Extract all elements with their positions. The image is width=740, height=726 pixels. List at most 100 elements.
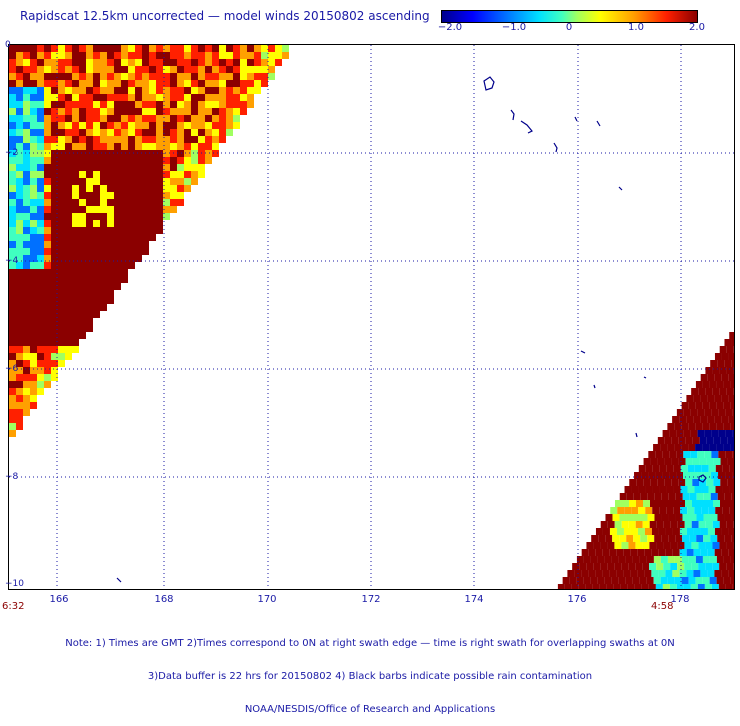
wind-pixel <box>726 388 733 395</box>
wind-pixel <box>610 528 617 535</box>
wind-pixel <box>121 276 128 283</box>
wind-pixel <box>86 171 93 178</box>
wind-pixel <box>93 136 100 143</box>
wind-pixel <box>16 304 23 311</box>
wind-pixel <box>107 171 114 178</box>
wind-pixel <box>72 171 79 178</box>
wind-pixel <box>65 339 72 346</box>
wind-pixel <box>727 479 734 486</box>
wind-pixel <box>629 500 636 507</box>
wind-pixel <box>662 493 669 500</box>
wind-pixel <box>58 143 65 150</box>
wind-pixel <box>9 73 16 80</box>
wind-pixel <box>170 178 177 185</box>
wind-pixel <box>23 325 30 332</box>
wind-pixel <box>212 101 219 108</box>
wind-pixel <box>44 178 51 185</box>
wind-pixel <box>58 206 65 213</box>
wind-pixel <box>16 192 23 199</box>
wind-pixel <box>240 101 247 108</box>
wind-pixel <box>86 94 93 101</box>
wind-pixel <box>121 206 128 213</box>
wind-pixel <box>23 304 30 311</box>
wind-pixel <box>713 521 720 528</box>
wind-pixel <box>93 290 100 297</box>
wind-pixel <box>712 430 719 437</box>
wind-pixel <box>628 563 635 570</box>
wind-pixel <box>114 59 121 66</box>
wind-pixel <box>644 570 651 577</box>
wind-pixel <box>673 549 680 556</box>
wind-pixel <box>58 220 65 227</box>
wind-pixel <box>86 325 93 332</box>
wind-pixel <box>79 297 86 304</box>
wind-pixel <box>58 178 65 185</box>
wind-pixel <box>107 199 114 206</box>
wind-pixel <box>212 52 219 59</box>
wind-pixel <box>697 493 704 500</box>
wind-pixel <box>645 528 652 535</box>
wind-pixel <box>58 332 65 339</box>
wind-pixel <box>732 472 734 479</box>
wind-pixel <box>30 311 37 318</box>
wind-pixel <box>107 122 114 129</box>
wind-pixel <box>44 164 51 171</box>
wind-pixel <box>664 500 671 507</box>
wind-pixel <box>698 542 705 549</box>
wind-pixel <box>212 122 219 129</box>
wind-pixel <box>100 101 107 108</box>
wind-pixel <box>93 304 100 311</box>
map-panel[interactable] <box>8 44 735 590</box>
wind-pixel <box>58 227 65 234</box>
wind-pixel <box>690 451 697 458</box>
wind-pixel <box>100 178 107 185</box>
wind-pixel <box>142 59 149 66</box>
wind-pixel <box>656 542 663 549</box>
wind-pixel <box>687 528 694 535</box>
wind-pixel <box>646 465 653 472</box>
wind-pixel <box>619 577 626 584</box>
wind-pixel <box>44 136 51 143</box>
wind-pixel <box>149 199 156 206</box>
wind-pixel <box>65 234 72 241</box>
wind-pixel <box>9 325 16 332</box>
wind-pixel <box>65 227 72 234</box>
wind-pixel <box>114 101 121 108</box>
wind-pixel <box>135 220 142 227</box>
wind-pixel <box>177 185 184 192</box>
wind-pixel <box>142 241 149 248</box>
wind-pixel <box>30 66 37 73</box>
wind-pixel <box>37 108 44 115</box>
map-canvas[interactable] <box>9 45 734 589</box>
wind-pixel <box>9 234 16 241</box>
wind-pixel <box>23 87 30 94</box>
wind-pixel <box>79 192 86 199</box>
wind-pixel <box>65 101 72 108</box>
wind-pixel <box>729 549 734 556</box>
wind-pixel <box>86 192 93 199</box>
wind-pixel <box>170 101 177 108</box>
wind-pixel <box>44 206 51 213</box>
wind-pixel <box>44 374 51 381</box>
wind-pixel <box>184 164 191 171</box>
wind-pixel <box>44 283 51 290</box>
wind-pixel <box>731 556 734 563</box>
wind-pixel <box>191 171 198 178</box>
wind-pixel <box>649 563 656 570</box>
wind-pixel <box>72 94 79 101</box>
wind-pixel <box>86 213 93 220</box>
wind-pixel <box>607 542 614 549</box>
wind-pixel <box>72 304 79 311</box>
wind-pixel <box>198 52 205 59</box>
wind-pixel <box>23 213 30 220</box>
wind-pixel <box>634 493 641 500</box>
wind-pixel <box>9 213 16 220</box>
wind-pixel <box>247 80 254 87</box>
wind-pixel <box>121 192 128 199</box>
wind-pixel <box>156 192 163 199</box>
wind-pixel <box>701 507 708 514</box>
wind-pixel <box>114 108 121 115</box>
wind-pixel <box>72 122 79 129</box>
wind-pixel <box>142 213 149 220</box>
wind-pixel <box>563 577 570 584</box>
